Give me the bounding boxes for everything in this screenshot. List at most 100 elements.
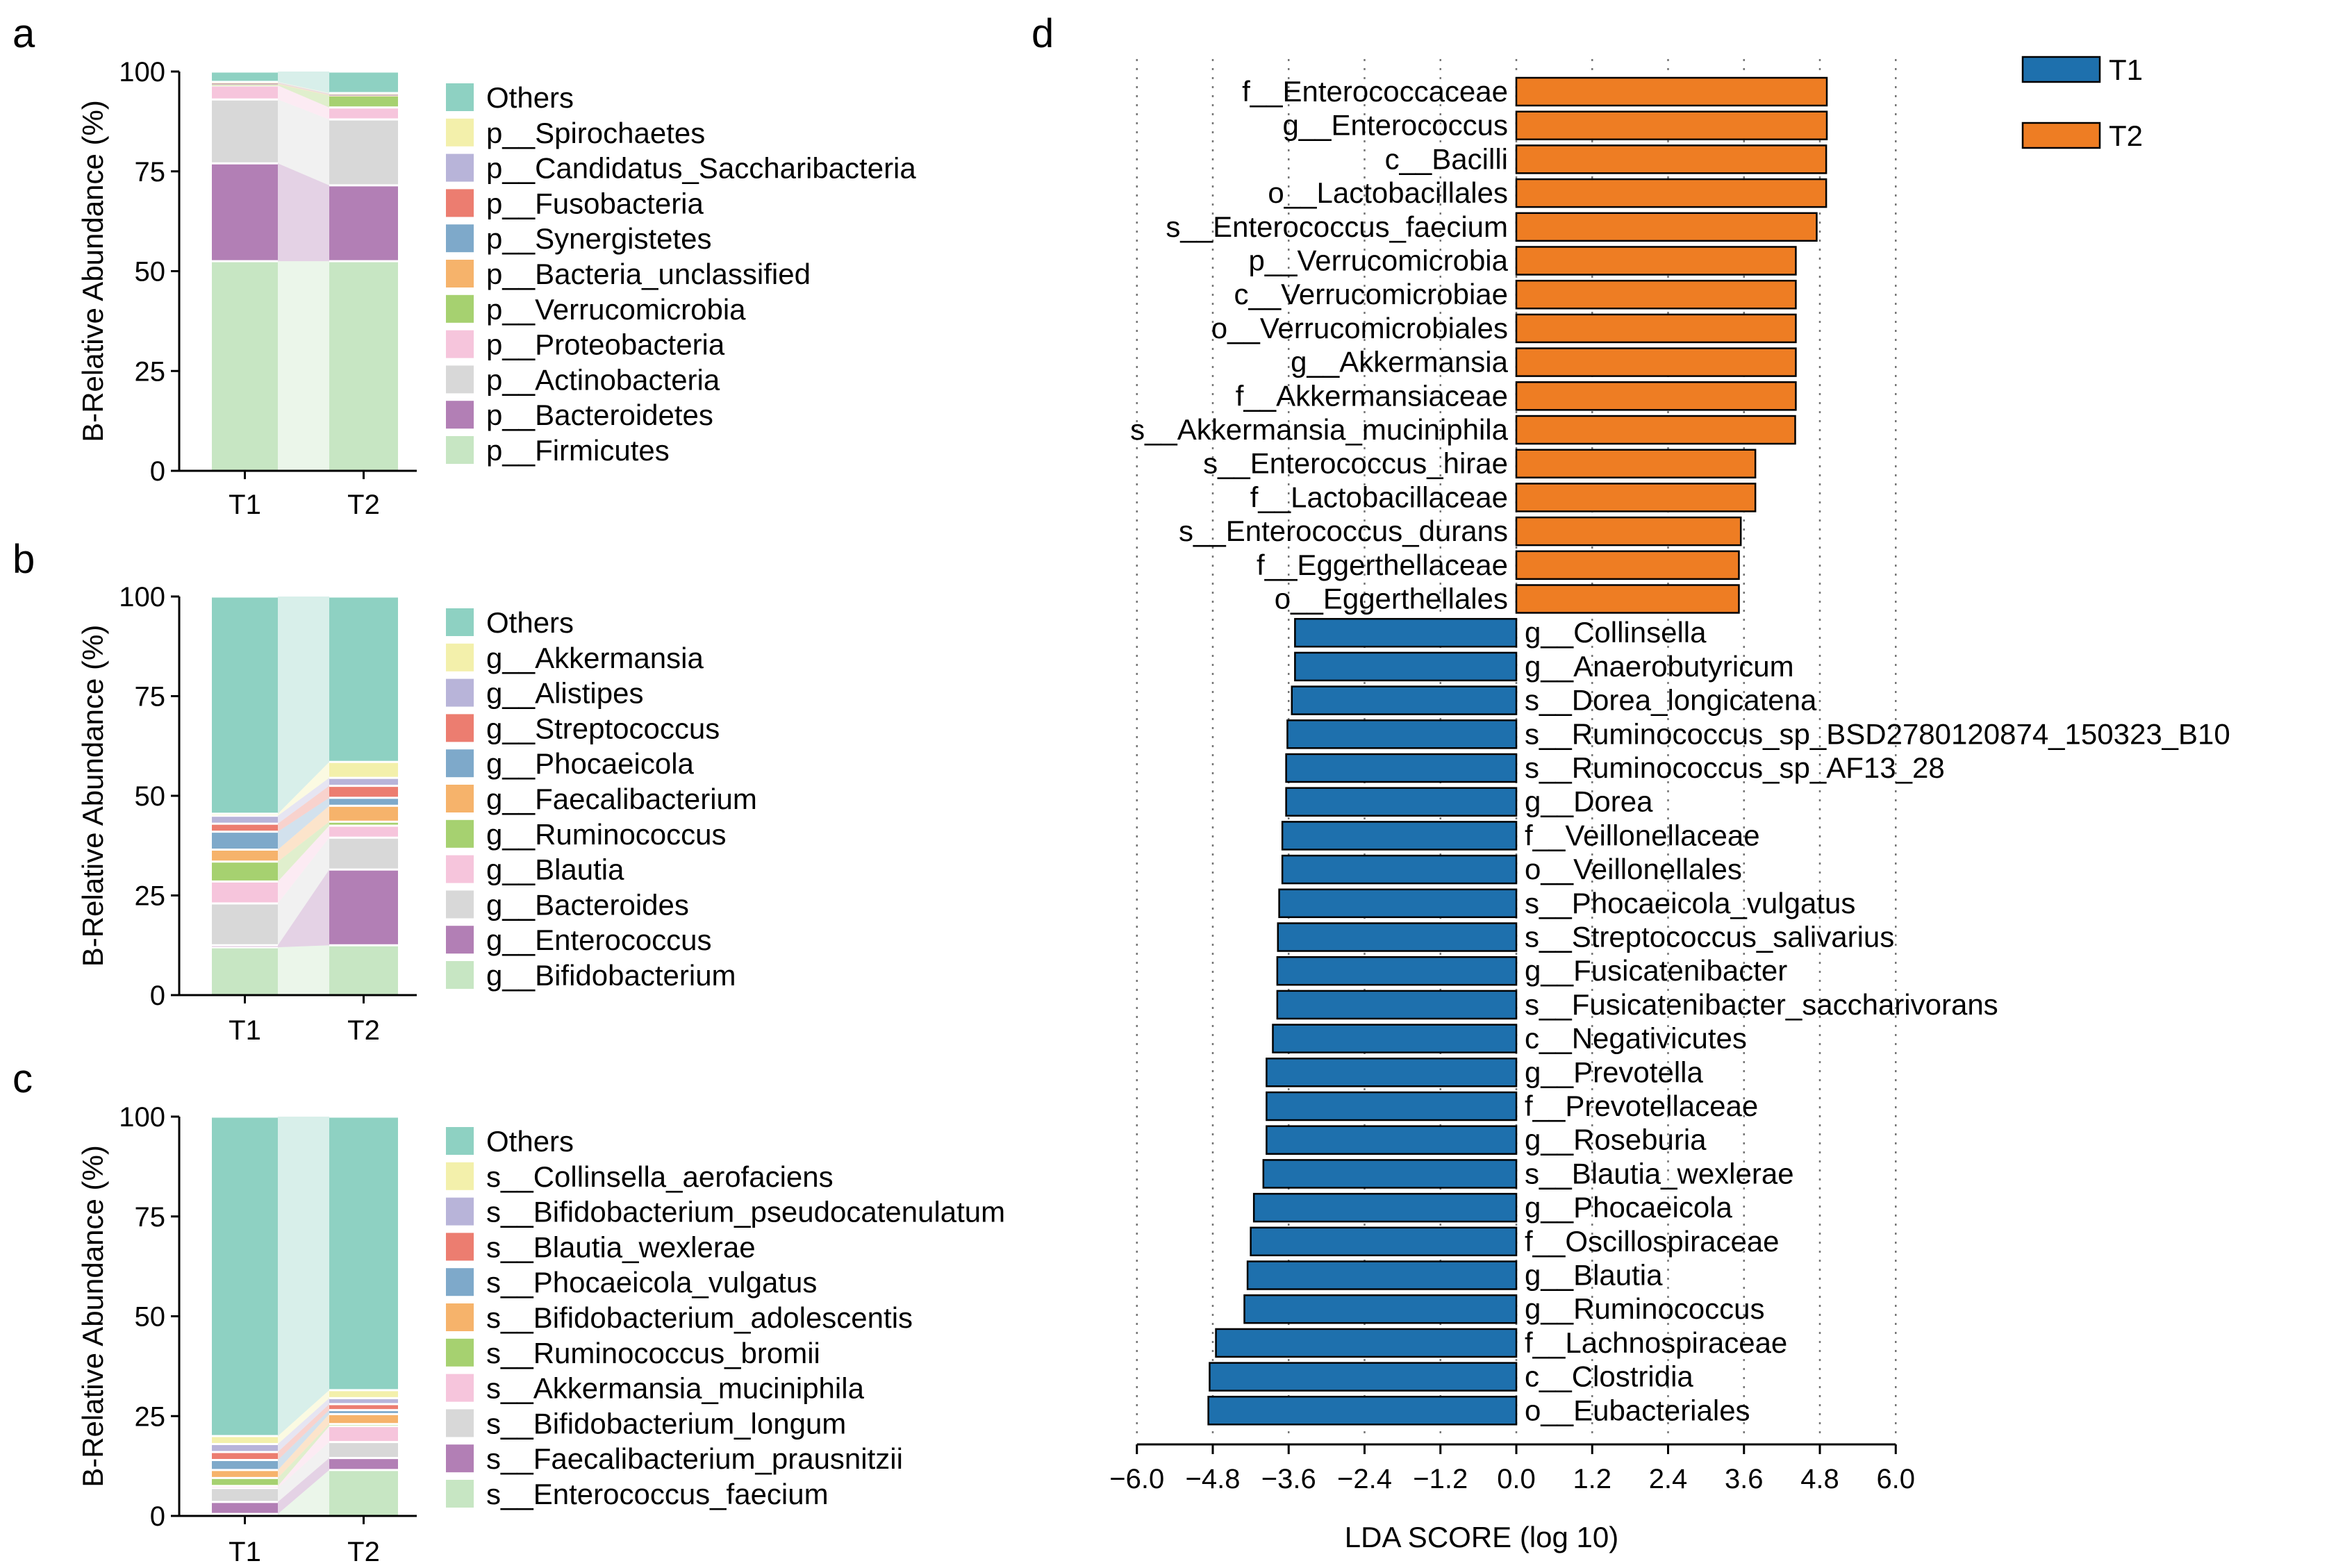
lda-bar bbox=[1515, 415, 1796, 445]
legend-label: s__Bifidobacterium_adolescentis bbox=[486, 1301, 913, 1334]
bar-segment bbox=[212, 84, 278, 85]
x-tick-label: −3.6 bbox=[1261, 1464, 1316, 1494]
lda-bar bbox=[1246, 1260, 1518, 1290]
flow-band bbox=[278, 821, 329, 882]
bar-segment bbox=[329, 262, 398, 470]
bar-segment bbox=[212, 862, 278, 881]
bar-segment bbox=[329, 1427, 398, 1442]
legend-swatch bbox=[446, 1444, 474, 1473]
bar-segment bbox=[329, 94, 398, 96]
lda-bar-label: s__Enterococcus_hirae bbox=[1203, 447, 1508, 480]
lda-bar-label: s__Akkermansia_muciniphila bbox=[1130, 413, 1509, 446]
legend-swatch bbox=[446, 785, 474, 812]
bar-segment bbox=[329, 1391, 398, 1397]
legend-label: s__Faecalibacterium_prausnitzii bbox=[486, 1442, 903, 1475]
bar-segment bbox=[329, 1443, 398, 1458]
y-tick-label: 25 bbox=[135, 1401, 166, 1432]
bar-segment bbox=[212, 1445, 278, 1451]
bar-segment bbox=[212, 83, 278, 85]
lda-bar bbox=[1515, 110, 1828, 140]
flow-band bbox=[278, 81, 329, 94]
lda-bar bbox=[1515, 178, 1827, 208]
bar-segment bbox=[329, 1399, 398, 1403]
y-tick-label: 100 bbox=[119, 57, 165, 87]
legend-label: s__Enterococcus_faecium bbox=[486, 1478, 829, 1510]
lda-bar-label: f__Eggerthellaceae bbox=[1257, 549, 1508, 581]
x-tick-label: T1 bbox=[229, 1015, 261, 1046]
y-tick-label: 75 bbox=[135, 682, 166, 712]
bar-segment bbox=[329, 778, 398, 785]
x-axis-title: LDA SCORE (log 10) bbox=[1345, 1521, 1619, 1553]
legend-label: g__Ruminococcus bbox=[486, 818, 727, 851]
lda-bar bbox=[1207, 1396, 1518, 1426]
legend-swatch bbox=[446, 1480, 474, 1508]
lda-bar-label: g__Collinsella bbox=[1525, 616, 1707, 649]
bar-segment bbox=[212, 1461, 278, 1469]
lda-bar bbox=[1515, 246, 1797, 276]
lda-bar-label: s__Ruminococcus_sp_AF13_28 bbox=[1525, 751, 1945, 784]
legend-swatch bbox=[446, 1374, 474, 1402]
lda-bar-label: f__Lactobacillaceae bbox=[1250, 481, 1508, 513]
x-tick-label: T1 bbox=[229, 1537, 261, 1567]
y-tick-label: 75 bbox=[135, 1202, 166, 1233]
legend-swatch bbox=[446, 678, 474, 707]
bar-segment bbox=[212, 83, 278, 84]
flow-band bbox=[278, 597, 329, 814]
lda-bar bbox=[1515, 144, 1827, 174]
legend-swatch bbox=[446, 855, 474, 883]
flow-band bbox=[278, 1424, 329, 1486]
bar-segment bbox=[212, 85, 278, 86]
legend-swatch bbox=[446, 749, 474, 778]
x-tick-label: −4.8 bbox=[1186, 1464, 1241, 1494]
y-axis-title: B-Relative Abundance (%) bbox=[76, 1145, 109, 1487]
flow-band bbox=[278, 83, 329, 96]
bar-segment bbox=[329, 120, 398, 185]
y-tick-label: 50 bbox=[135, 781, 166, 812]
lda-bar bbox=[1515, 550, 1740, 581]
legend-swatch bbox=[446, 1233, 474, 1261]
bar-segment bbox=[329, 597, 398, 761]
flow-band bbox=[278, 826, 329, 903]
lda-bar-label: o__Lactobacillales bbox=[1268, 176, 1508, 209]
lda-bar-label: c__Verrucomicrobiae bbox=[1234, 278, 1508, 310]
lda-bar-label: f__Lachnospiraceae bbox=[1525, 1326, 1787, 1359]
lda-bar bbox=[1285, 787, 1518, 817]
bar-segment bbox=[212, 72, 278, 81]
legend-label: g__Faecalibacterium bbox=[486, 783, 757, 815]
legend-label: p__Bacteria_unclassified bbox=[486, 258, 811, 290]
bar-segment bbox=[212, 1478, 278, 1485]
legend-swatch bbox=[446, 330, 474, 358]
lda-bar bbox=[1272, 1024, 1518, 1053]
lda-bar bbox=[1278, 888, 1518, 919]
legend-swatch bbox=[446, 153, 474, 182]
flow-band bbox=[278, 869, 329, 948]
lda-bar-label: g__Anaerobutyricum bbox=[1525, 650, 1794, 683]
bar-segment bbox=[212, 164, 278, 260]
lda-bar bbox=[1276, 990, 1518, 1020]
bar-segment bbox=[329, 822, 398, 825]
lda-bar-label: s__Ruminococcus_sp_BSD2780120874_150323_… bbox=[1525, 717, 2230, 750]
legend-label: g__Enterococcus bbox=[486, 924, 712, 956]
x-tick-label: 2.4 bbox=[1649, 1464, 1688, 1494]
flow-band bbox=[278, 83, 329, 94]
legend-swatch bbox=[446, 365, 474, 394]
lda-bar bbox=[1262, 1159, 1518, 1189]
lda-bar-label: c__Bacilli bbox=[1385, 142, 1508, 175]
bar-segment bbox=[329, 94, 398, 95]
x-tick-label: T2 bbox=[347, 1537, 380, 1567]
lda-bar bbox=[1515, 584, 1740, 614]
legend-swatch bbox=[446, 1268, 474, 1296]
lda-bar bbox=[1515, 212, 1818, 242]
lda-bar-label: f__Veillonellaceae bbox=[1525, 819, 1760, 851]
legend-label: s__Collinsella_aerofaciens bbox=[486, 1160, 834, 1193]
bar-segment bbox=[329, 95, 398, 97]
panel-label-a: a bbox=[13, 11, 35, 56]
legend-label: p__Actinobacteria bbox=[486, 363, 720, 396]
flow-band bbox=[278, 82, 329, 94]
flow-band bbox=[278, 1404, 329, 1460]
y-axis-title: B-Relative Abundance (%) bbox=[76, 625, 109, 967]
flow-band bbox=[278, 261, 329, 471]
lda-bar-label: f__Oscillospiraceae bbox=[1525, 1225, 1780, 1258]
legend-label: g__Bifidobacterium bbox=[486, 959, 736, 992]
lda-bar-label: g__Enterococcus bbox=[1282, 109, 1508, 142]
